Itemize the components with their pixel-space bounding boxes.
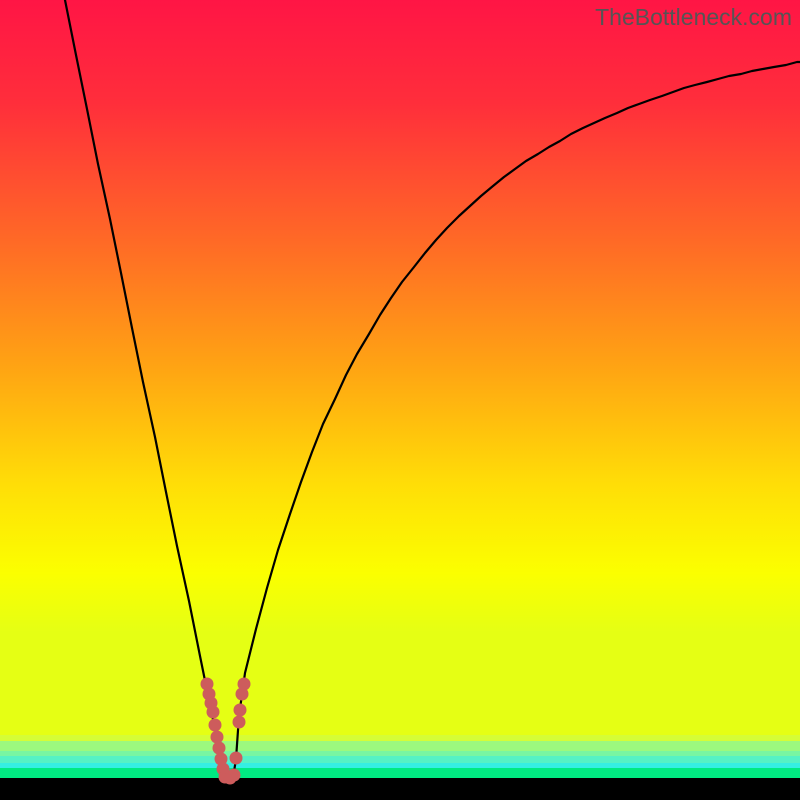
background-band (0, 741, 800, 751)
background-band (0, 756, 800, 763)
chart-canvas: TheBottleneck.com (0, 0, 800, 800)
watermark-text: TheBottleneck.com (595, 4, 792, 31)
background-band (0, 768, 800, 778)
background-band (0, 778, 800, 800)
background-gradient (0, 0, 800, 735)
